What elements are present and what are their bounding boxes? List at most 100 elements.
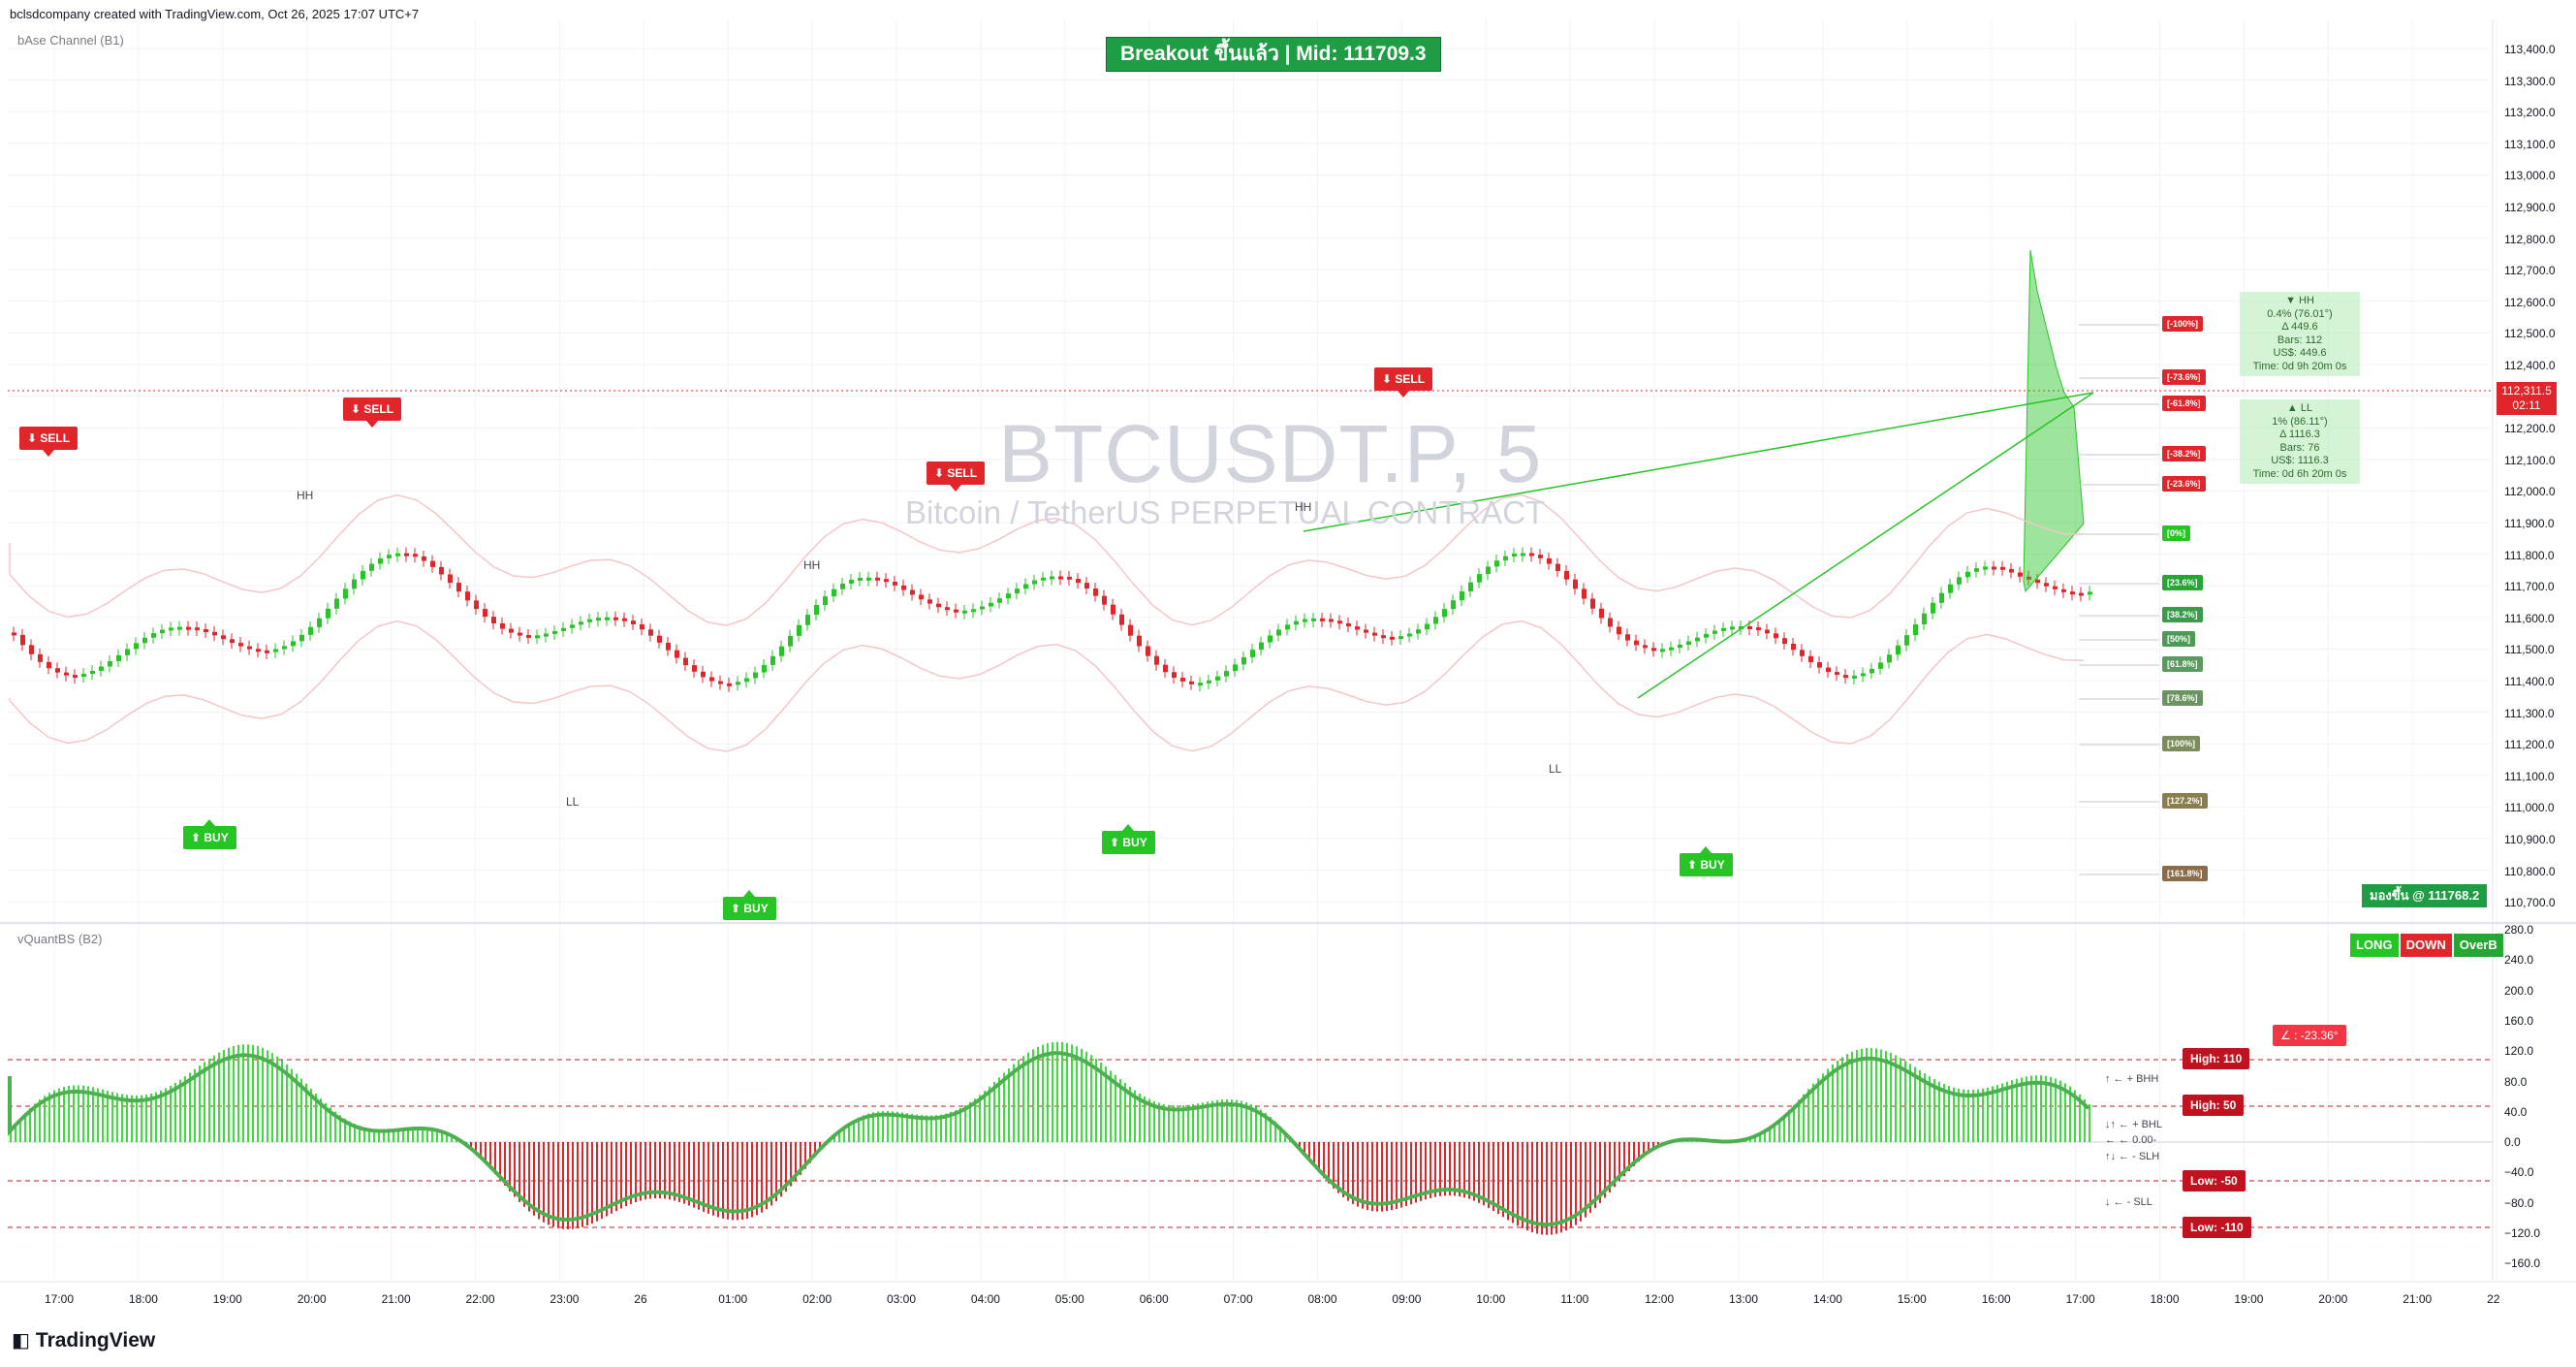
osc-histogram-bar: [1042, 1044, 1044, 1142]
osc-histogram-bar: [611, 1142, 613, 1214]
osc-histogram-bar: [300, 1078, 302, 1142]
osc-histogram-bar: [1880, 1049, 1882, 1142]
time-tick-label: 01:00: [718, 1292, 748, 1306]
osc-histogram-bar: [1967, 1090, 1969, 1142]
osc-histogram-bar: [577, 1142, 579, 1228]
osc-histogram-bar: [1333, 1142, 1335, 1189]
osc-histogram-bar: [121, 1094, 123, 1142]
time-tick-label: 15:00: [1897, 1292, 1927, 1306]
price-tick-label: 113,400.0: [2504, 43, 2556, 56]
osc-histogram-bar: [1497, 1142, 1499, 1215]
osc-histogram-bar: [446, 1131, 448, 1142]
osc-histogram-bar: [199, 1065, 201, 1142]
osc-histogram-bar: [1022, 1056, 1024, 1142]
last-price-label: 112,311.5 02:11: [2497, 382, 2557, 415]
time-tick-label: 03:00: [887, 1292, 917, 1306]
candle-body: [369, 563, 374, 571]
osc-histogram-bar: [1410, 1142, 1412, 1205]
osc-histogram-bar: [242, 1044, 244, 1142]
swing-label-hh: HH: [1295, 500, 1312, 514]
osc-histogram-bar: [1652, 1142, 1654, 1151]
indicator-title-vquantbs[interactable]: vQuantBS (B2): [17, 932, 103, 946]
osc-histogram-bar: [267, 1050, 268, 1142]
osc-histogram-bar: [504, 1142, 506, 1187]
indicator-title-base-channel[interactable]: bAse Channel (B1): [17, 33, 124, 48]
candle-body: [1189, 681, 1194, 684]
osc-histogram-bar: [247, 1044, 249, 1142]
candle-body: [622, 618, 627, 621]
osc-histogram-bar: [746, 1142, 748, 1220]
level-badge-low-50: Low: -50: [2183, 1170, 2246, 1192]
candle-body: [1276, 629, 1281, 636]
osc-histogram-bar: [974, 1098, 976, 1142]
osc-histogram-bar: [1081, 1048, 1083, 1142]
candle-body: [1521, 553, 1525, 556]
osc-histogram-bar: [809, 1142, 811, 1163]
osc-histogram-bar: [591, 1142, 593, 1224]
osc-histogram-bar: [281, 1060, 283, 1142]
time-tick-label: 14:00: [1812, 1292, 1842, 1306]
osc-histogram-bar: [310, 1088, 312, 1142]
osc-histogram-bar: [863, 1115, 864, 1142]
fib-label: [38.2%]: [2162, 607, 2203, 622]
osc-histogram-bar: [567, 1142, 569, 1230]
candle-body: [1146, 646, 1150, 656]
osc-histogram-bar: [1846, 1054, 1848, 1142]
candle-body: [1268, 635, 1272, 643]
tradingview-logo-text: TradingView: [35, 1328, 156, 1351]
price-tick-label: 111,100.0: [2504, 769, 2555, 783]
candle-body: [875, 577, 880, 581]
osc-histogram-bar: [1798, 1099, 1800, 1142]
osc-histogram-bar: [581, 1142, 583, 1227]
osc-histogram-bar: [630, 1142, 632, 1204]
osc-histogram-bar: [1085, 1051, 1087, 1142]
osc-histogram-bar: [1192, 1103, 1194, 1142]
osc-histogram-bar: [514, 1142, 516, 1197]
candle-body: [936, 603, 941, 608]
osc-histogram-bar: [1841, 1057, 1843, 1142]
time-tick-label: 08:00: [1307, 1292, 1337, 1306]
price-tick-label: 110,700.0: [2504, 896, 2556, 910]
candle-body: [1486, 566, 1491, 575]
candle-body: [962, 610, 967, 614]
time-tick-label: 22: [2487, 1292, 2500, 1306]
candle-body: [1023, 584, 1028, 589]
osc-histogram-bar: [1119, 1078, 1121, 1142]
osc-histogram-bar: [1260, 1109, 1262, 1142]
osc-histogram-bar: [867, 1113, 869, 1142]
osc-histogram-bar: [1778, 1119, 1780, 1142]
buy-signal: ⬆ BUY: [183, 819, 236, 849]
candle-body: [500, 623, 505, 629]
candle-body: [1791, 643, 1796, 651]
osc-histogram-bar: [373, 1129, 375, 1142]
candle-body: [544, 633, 549, 637]
osc-histogram-bar: [1609, 1142, 1611, 1192]
osc-histogram-bar: [1977, 1089, 1979, 1142]
price-tick-label: 112,800.0: [2504, 232, 2556, 246]
osc-histogram-bar: [1148, 1098, 1150, 1142]
osc-histogram-bar: [1541, 1142, 1543, 1235]
candle-body: [788, 635, 793, 647]
osc-histogram-bar: [795, 1142, 797, 1181]
osc-histogram-bar: [635, 1142, 637, 1203]
osc-histogram-bar: [1488, 1142, 1490, 1209]
candle-body: [2088, 591, 2092, 595]
osc-histogram-bar: [1250, 1103, 1252, 1142]
candle-body: [204, 628, 208, 632]
osc-histogram-bar: [388, 1129, 390, 1142]
candle-body: [1355, 626, 1360, 630]
tradingview-logo[interactable]: ◧ TradingView: [12, 1328, 155, 1352]
legend-slh: ↑↓ ← - SLH: [2105, 1151, 2160, 1162]
osc-histogram-bar: [964, 1105, 966, 1142]
candle-body: [221, 635, 226, 640]
candle-body: [404, 553, 409, 556]
candle-body: [1957, 577, 1962, 585]
osc-histogram-bar: [1875, 1048, 1877, 1142]
osc-histogram-bar: [1090, 1055, 1092, 1142]
osc-histogram-bar: [1924, 1073, 1926, 1142]
osc-histogram-bar: [2035, 1075, 2037, 1142]
candle-body: [683, 657, 688, 666]
osc-histogram-bar: [654, 1142, 656, 1199]
osc-histogram-bar: [237, 1044, 239, 1142]
